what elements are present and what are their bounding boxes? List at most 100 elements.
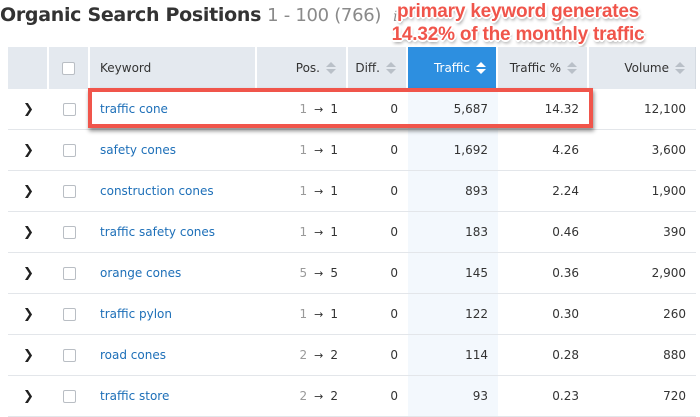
header-pos[interactable]: Pos. <box>257 47 348 89</box>
traffic-cell: 183 <box>408 212 498 252</box>
row-checkbox[interactable] <box>63 348 76 362</box>
row-select[interactable] <box>49 171 90 211</box>
traffic-cell: 145 <box>408 253 498 293</box>
header-volume[interactable]: Volume <box>589 47 696 89</box>
row-select[interactable] <box>49 335 90 375</box>
current-position: 1 <box>330 143 338 157</box>
keyword-link[interactable]: traffic pylon <box>100 307 173 321</box>
keyword-cell: traffic safety cones <box>90 212 257 252</box>
page-title-bar: Organic Search Positions 1 - 100 (766) i <box>0 4 398 34</box>
current-position: 1 <box>330 307 338 321</box>
expand-row-button[interactable]: ❯ <box>8 212 49 252</box>
chevron-right-icon[interactable]: ❯ <box>23 101 34 117</box>
info-icon[interactable]: i <box>393 9 398 25</box>
arrow-right-icon: → <box>314 348 324 362</box>
result-range: 1 - 100 (766) <box>267 5 382 26</box>
volume-cell: 2,900 <box>651 266 686 280</box>
chevron-right-icon[interactable]: ❯ <box>23 265 34 281</box>
expand-row-button[interactable]: ❯ <box>8 335 49 375</box>
traffic-pct-cell: 0.23 <box>552 389 579 403</box>
sort-icon[interactable] <box>675 62 685 74</box>
previous-position: 5 <box>299 266 308 280</box>
expand-row-button[interactable]: ❯ <box>8 130 49 170</box>
sort-icon[interactable] <box>476 62 486 74</box>
organic-positions-table: Keyword Pos. Diff. Traffic Traffic % Vol… <box>8 47 696 417</box>
row-checkbox[interactable] <box>63 225 76 239</box>
expand-row-button[interactable]: ❯ <box>8 294 49 334</box>
annotation-callout: primary keyword generates 14.32% of the … <box>368 0 668 46</box>
traffic-cell: 93 <box>408 376 498 416</box>
keyword-link[interactable]: safety cones <box>100 143 177 157</box>
row-select[interactable] <box>49 376 90 416</box>
row-checkbox[interactable] <box>63 389 76 403</box>
row-checkbox[interactable] <box>63 307 76 321</box>
position-cell: 1 → 1 <box>257 130 348 170</box>
table-row: ❯ traffic store 2 → 2 0 93 0.23 720 <box>8 376 696 417</box>
table-row: ❯ safety cones 1 → 1 0 1,692 4.26 3,600 <box>8 130 696 171</box>
select-all-checkbox[interactable] <box>62 61 75 75</box>
position-cell: 2 → 2 <box>257 335 348 375</box>
annotation-line-2: 14.32% of the monthly traffic <box>391 24 645 45</box>
traffic-cell: 893 <box>408 171 498 211</box>
diff-cell: 0 <box>390 143 398 157</box>
chevron-right-icon[interactable]: ❯ <box>23 142 34 158</box>
chevron-right-icon[interactable]: ❯ <box>23 306 34 322</box>
row-select[interactable] <box>49 89 90 129</box>
current-position: 1 <box>330 225 338 239</box>
row-select[interactable] <box>49 212 90 252</box>
keyword-link[interactable]: traffic safety cones <box>100 225 216 239</box>
header-traffic-pct[interactable]: Traffic % <box>498 47 589 89</box>
current-position: 1 <box>330 184 338 198</box>
arrow-right-icon: → <box>314 225 324 239</box>
diff-cell: 0 <box>390 266 398 280</box>
keyword-link[interactable]: construction cones <box>100 184 214 198</box>
header-diff[interactable]: Diff. <box>348 47 408 89</box>
diff-cell: 0 <box>390 307 398 321</box>
chevron-right-icon[interactable]: ❯ <box>23 347 34 363</box>
table-row: ❯ orange cones 5 → 5 0 145 0.36 2,900 <box>8 253 696 294</box>
keyword-link[interactable]: traffic store <box>100 389 170 403</box>
chevron-right-icon[interactable]: ❯ <box>23 388 34 404</box>
previous-position: 1 <box>299 102 308 116</box>
keyword-cell: construction cones <box>90 171 257 211</box>
row-select[interactable] <box>49 253 90 293</box>
keyword-link[interactable]: road cones <box>100 348 166 362</box>
row-checkbox[interactable] <box>63 143 76 157</box>
header-traffic[interactable]: Traffic <box>408 47 498 89</box>
expand-row-button[interactable]: ❯ <box>8 376 49 416</box>
annotation-line-1: primary keyword generates <box>396 1 640 22</box>
expand-row-button[interactable]: ❯ <box>8 253 49 293</box>
sort-icon[interactable] <box>386 62 396 74</box>
page-title: Organic Search Positions <box>0 4 262 26</box>
keyword-cell: traffic cone <box>90 89 257 129</box>
keyword-link[interactable]: orange cones <box>100 266 182 280</box>
current-position: 5 <box>330 266 338 280</box>
diff-cell: 0 <box>390 102 398 116</box>
keyword-link[interactable]: traffic cone <box>100 102 168 116</box>
keyword-cell: traffic pylon <box>90 294 257 334</box>
chevron-right-icon[interactable]: ❯ <box>23 183 34 199</box>
expand-row-button[interactable]: ❯ <box>8 89 49 129</box>
position-cell: 5 → 5 <box>257 253 348 293</box>
previous-position: 2 <box>299 389 308 403</box>
row-checkbox[interactable] <box>63 184 76 198</box>
sort-icon[interactable] <box>567 62 577 74</box>
row-select[interactable] <box>49 130 90 170</box>
chevron-right-icon[interactable]: ❯ <box>23 224 34 240</box>
row-checkbox[interactable] <box>63 102 76 116</box>
sort-icon[interactable] <box>326 62 336 74</box>
traffic-pct-cell: 0.36 <box>552 266 579 280</box>
arrow-right-icon: → <box>314 143 324 157</box>
header-select-all[interactable] <box>49 47 90 89</box>
traffic-pct-cell: 2.24 <box>552 184 579 198</box>
traffic-pct-cell: 0.30 <box>552 307 579 321</box>
traffic-cell: 122 <box>408 294 498 334</box>
row-checkbox[interactable] <box>63 266 76 280</box>
traffic-cell: 1,692 <box>408 130 498 170</box>
expand-row-button[interactable]: ❯ <box>8 171 49 211</box>
diff-cell: 0 <box>390 184 398 198</box>
row-select[interactable] <box>49 294 90 334</box>
current-position: 1 <box>330 102 338 116</box>
traffic-cell: 114 <box>408 335 498 375</box>
position-cell: 1 → 1 <box>257 171 348 211</box>
